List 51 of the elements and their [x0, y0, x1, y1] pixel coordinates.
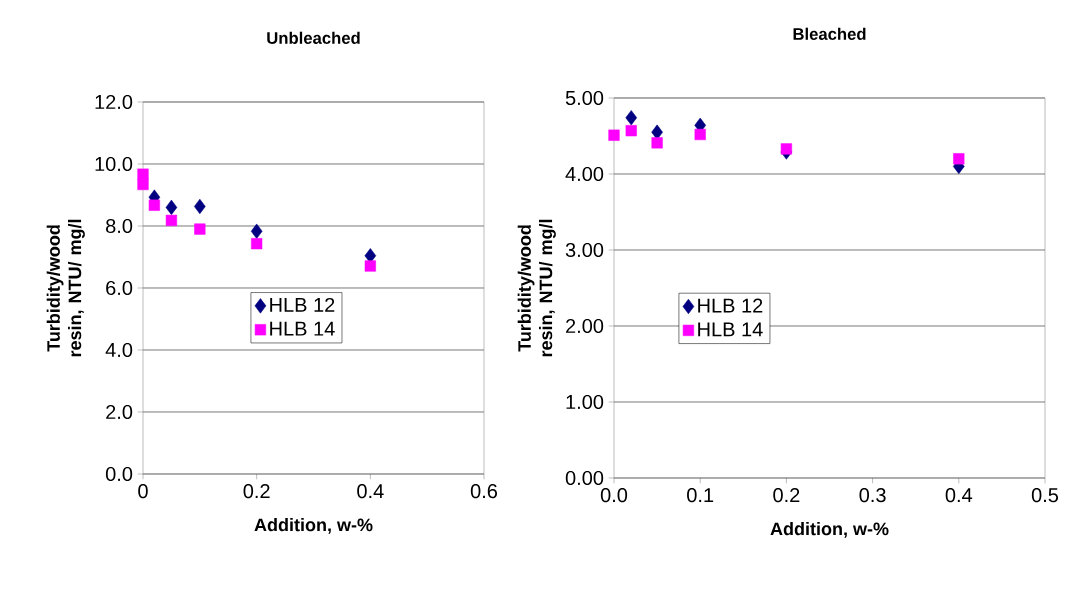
chart-title: Unbleached	[267, 31, 360, 44]
y-tick-label: 4.00	[565, 166, 604, 182]
x-tick-label: 0.0	[600, 488, 628, 503]
point	[165, 214, 178, 227]
point	[194, 198, 206, 215]
y-tick-label: 1.00	[566, 394, 604, 410]
point	[651, 137, 663, 149]
y-axis-title: Turbidity/wood resin, NTU/ mg/l	[46, 219, 85, 357]
y-axis-title: Turbidity/wood resin, NTU/ mg/l	[517, 219, 556, 357]
point	[953, 153, 965, 165]
point	[625, 125, 637, 137]
legend-label: HLB 12	[270, 297, 335, 312]
x-tick-label: 0.6	[470, 484, 498, 499]
x-tick-label: 0.1	[687, 488, 714, 503]
x-tick-label: 0	[138, 484, 148, 499]
point	[250, 223, 263, 239]
x-axis-title: Addition, w-%	[770, 522, 889, 538]
y-tick-label: 10.0	[95, 156, 133, 172]
y-tick-label: 12.0	[95, 94, 133, 110]
point	[194, 223, 206, 235]
point	[251, 238, 263, 250]
y-tick-label: 4.0	[105, 342, 133, 358]
x-tick-label: 0.5	[1031, 488, 1059, 503]
point	[608, 129, 620, 141]
x-axis-title: Addition, w-%	[254, 518, 373, 534]
x-tick-label: 0.2	[243, 484, 270, 499]
legend-label: HLB 12	[698, 298, 763, 313]
point	[165, 199, 178, 215]
legend-label: HLB 14	[270, 321, 335, 336]
point	[137, 178, 149, 191]
point	[651, 124, 663, 140]
y-tick-label: 3.00	[565, 242, 604, 258]
y-tick-label: 0.0	[105, 466, 133, 482]
x-tick-label: 0.2	[773, 488, 800, 503]
point	[148, 199, 160, 211]
x-tick-label: 0.4	[945, 488, 973, 503]
point	[625, 110, 638, 126]
y-tick-label: 2.0	[106, 404, 133, 420]
y-tick-label: 2.00	[566, 318, 604, 334]
x-tick-label: 0.3	[859, 488, 886, 503]
x-tick-label: 0.4	[357, 484, 384, 499]
point	[780, 143, 793, 155]
y-tick-label: 5.00	[565, 90, 604, 106]
legend-label: HLB 14	[698, 322, 763, 337]
y-tick-label: 6.0	[106, 280, 133, 296]
point	[137, 168, 149, 180]
point	[694, 128, 706, 141]
chart-title: Bleached	[793, 27, 866, 40]
y-tick-label: 0.00	[565, 470, 604, 486]
y-tick-label: 8.0	[106, 218, 133, 234]
point	[364, 260, 376, 272]
